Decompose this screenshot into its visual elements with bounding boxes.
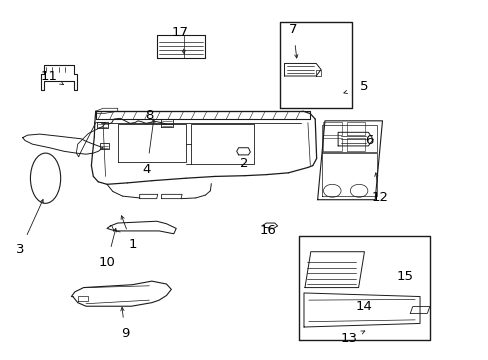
Text: 10: 10: [99, 256, 115, 269]
Text: 16: 16: [259, 224, 276, 237]
Text: 6: 6: [364, 134, 372, 147]
Text: 11: 11: [41, 69, 58, 82]
Text: 14: 14: [355, 300, 372, 313]
Text: 12: 12: [371, 192, 388, 204]
Text: 4: 4: [142, 163, 151, 176]
Text: 7: 7: [288, 23, 297, 36]
Text: 5: 5: [359, 80, 367, 93]
Text: 2: 2: [240, 157, 248, 170]
Text: 1: 1: [128, 238, 136, 251]
Text: 13: 13: [340, 332, 357, 345]
Text: 15: 15: [396, 270, 413, 283]
Text: 8: 8: [145, 109, 153, 122]
Text: 3: 3: [16, 243, 24, 256]
Text: 17: 17: [171, 27, 188, 40]
Text: 9: 9: [121, 327, 129, 340]
